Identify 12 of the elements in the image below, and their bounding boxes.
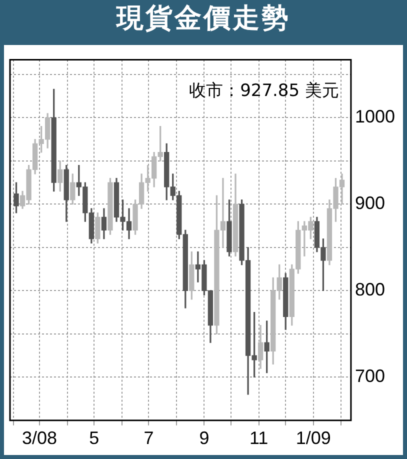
- y-tick-label: 700: [354, 366, 386, 386]
- annotation: 收市：927.85 美元: [189, 81, 339, 102]
- y-tick-label: 900: [354, 193, 386, 214]
- x-tick-label: 9: [199, 428, 210, 448]
- chart-title: 現貨金價走勢: [114, 2, 292, 36]
- x-tick-label: 3/08: [22, 428, 58, 448]
- x-tick-label: 11: [249, 428, 268, 448]
- y-tick-label: 1000: [354, 106, 396, 127]
- x-tick-label: 7: [144, 428, 154, 448]
- x-tick-label: 5: [89, 428, 100, 448]
- y-tick-label: 800: [354, 280, 386, 300]
- x-tick-label: 1/09: [296, 428, 331, 448]
